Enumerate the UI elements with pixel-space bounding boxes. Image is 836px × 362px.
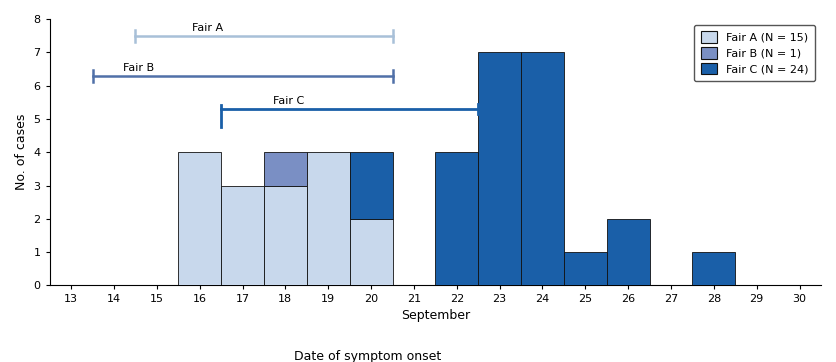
- Bar: [436, 152, 478, 286]
- Y-axis label: No. of cases: No. of cases: [15, 114, 28, 190]
- Bar: [607, 219, 650, 286]
- Text: Date of symptom onset: Date of symptom onset: [294, 350, 441, 362]
- Bar: [307, 152, 349, 286]
- Bar: [349, 152, 393, 219]
- Bar: [264, 186, 307, 286]
- Bar: [264, 152, 307, 186]
- Legend: Fair A (N = 15), Fair B (N = 1), Fair C (N = 24): Fair A (N = 15), Fair B (N = 1), Fair C …: [694, 25, 815, 81]
- Bar: [564, 252, 607, 286]
- Bar: [349, 219, 393, 286]
- Text: Fair C: Fair C: [273, 96, 303, 106]
- Bar: [692, 252, 736, 286]
- X-axis label: September: September: [400, 309, 470, 322]
- Bar: [178, 152, 221, 286]
- Bar: [221, 186, 264, 286]
- Bar: [521, 52, 564, 286]
- Text: Fair A: Fair A: [192, 23, 223, 33]
- Text: Fair B: Fair B: [123, 63, 154, 73]
- Bar: [478, 52, 521, 286]
